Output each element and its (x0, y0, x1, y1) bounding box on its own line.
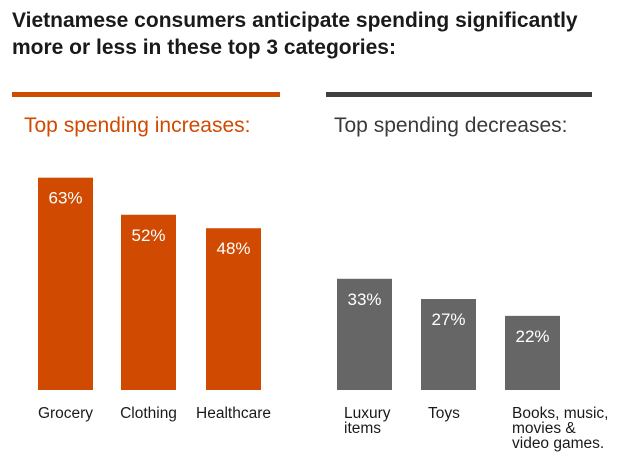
decreases-divider (326, 92, 592, 97)
bar-value-label-increase-2: 52% (131, 226, 165, 245)
category-label-increase-2: Clothing (120, 405, 177, 422)
category-label-increase-3: Healthcare (196, 405, 271, 422)
bar-value-label-decrease-2: 27% (431, 310, 465, 329)
chart-title: Vietnamese consumers anticipate spending… (12, 9, 578, 59)
bar-increase-2 (121, 214, 176, 390)
bar-decrease-3 (505, 315, 560, 390)
category-label-decrease-3: Books, music, movies & video games. (512, 405, 608, 452)
bar-decrease-1 (337, 278, 392, 390)
decreases-heading: Top spending decreases: (334, 114, 568, 137)
bar-decrease-2 (421, 299, 476, 390)
bar-value-label-decrease-1: 33% (347, 290, 381, 309)
bar-value-label-increase-3: 48% (216, 239, 250, 258)
bar-value-label-increase-1: 63% (48, 189, 82, 208)
bar-increase-1 (38, 177, 93, 390)
category-label-decrease-2: Toys (428, 405, 460, 422)
bar-value-label-decrease-3: 22% (515, 327, 549, 346)
increases-divider (12, 92, 280, 97)
bar-increase-3 (206, 228, 261, 390)
category-label-increase-1: Grocery (38, 405, 93, 422)
category-label-decrease-1: Luxury items (344, 405, 391, 437)
increases-heading: Top spending increases: (24, 114, 251, 137)
